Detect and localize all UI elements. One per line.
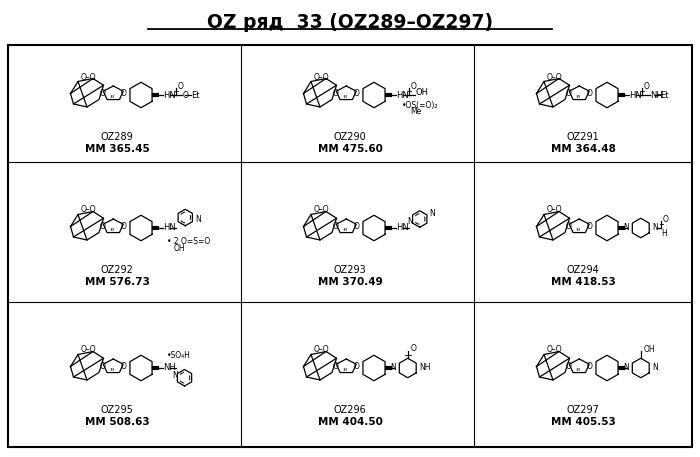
Text: O–O: O–O bbox=[80, 345, 97, 355]
Text: N: N bbox=[407, 217, 413, 226]
Text: O: O bbox=[566, 89, 572, 98]
Text: O: O bbox=[354, 362, 360, 371]
Text: ": " bbox=[108, 367, 113, 377]
Text: HN: HN bbox=[396, 90, 410, 100]
Text: O: O bbox=[332, 362, 339, 371]
Text: OH: OH bbox=[644, 345, 655, 354]
Text: O: O bbox=[587, 362, 593, 371]
Text: NH: NH bbox=[650, 90, 662, 100]
Text: O: O bbox=[587, 89, 593, 98]
Text: MM 405.53: MM 405.53 bbox=[551, 417, 615, 427]
Text: O–O: O–O bbox=[547, 73, 562, 81]
Text: MM 475.60: MM 475.60 bbox=[318, 144, 382, 154]
Text: NH: NH bbox=[419, 363, 431, 372]
Text: O: O bbox=[354, 89, 360, 98]
Text: N: N bbox=[623, 363, 629, 372]
Bar bbox=[8, 45, 692, 447]
Text: HN: HN bbox=[164, 90, 176, 100]
Text: OZ291: OZ291 bbox=[566, 132, 599, 142]
Text: OZ294: OZ294 bbox=[566, 265, 599, 275]
Text: O: O bbox=[100, 362, 106, 371]
Text: MM 365.45: MM 365.45 bbox=[85, 144, 149, 154]
Text: O: O bbox=[121, 362, 127, 371]
Text: O–O: O–O bbox=[314, 206, 329, 214]
Text: N: N bbox=[652, 223, 658, 233]
Text: ": " bbox=[108, 95, 113, 105]
Text: MM 370.49: MM 370.49 bbox=[318, 277, 382, 287]
Text: ": " bbox=[342, 367, 346, 377]
Text: • 2 O=S=O: • 2 O=S=O bbox=[167, 237, 211, 246]
Text: O: O bbox=[121, 222, 127, 231]
Text: NH: NH bbox=[164, 363, 176, 372]
Text: O: O bbox=[411, 82, 416, 91]
Text: N: N bbox=[623, 223, 629, 233]
Text: O–O: O–O bbox=[80, 73, 97, 81]
Text: ": " bbox=[342, 228, 346, 238]
Text: N: N bbox=[391, 363, 396, 372]
Text: MM 576.73: MM 576.73 bbox=[85, 277, 149, 287]
Text: •OS(=O)₂: •OS(=O)₂ bbox=[402, 101, 438, 110]
Text: N: N bbox=[172, 371, 178, 380]
Text: O: O bbox=[587, 222, 593, 231]
Text: MM 404.50: MM 404.50 bbox=[318, 417, 382, 427]
Text: HN: HN bbox=[396, 223, 410, 233]
Text: O: O bbox=[100, 222, 106, 231]
Text: O: O bbox=[332, 89, 339, 98]
Text: N: N bbox=[195, 215, 202, 224]
Text: Et: Et bbox=[191, 90, 200, 100]
Text: OZ292: OZ292 bbox=[101, 265, 134, 275]
Text: HN: HN bbox=[164, 223, 176, 233]
Text: OZ297: OZ297 bbox=[566, 405, 599, 415]
Text: OZ ряд  33 (OZ289–OZ297): OZ ряд 33 (OZ289–OZ297) bbox=[207, 12, 493, 32]
Text: ": " bbox=[575, 228, 580, 238]
Text: O: O bbox=[100, 89, 106, 98]
Text: HN: HN bbox=[629, 90, 643, 100]
Text: OZ293: OZ293 bbox=[334, 265, 366, 275]
Text: O–O: O–O bbox=[80, 206, 97, 214]
Text: ": " bbox=[108, 228, 113, 238]
Text: N: N bbox=[652, 363, 658, 372]
Text: O: O bbox=[182, 90, 188, 100]
Text: O: O bbox=[354, 222, 360, 231]
Text: ": " bbox=[575, 95, 580, 105]
Text: O–O: O–O bbox=[314, 73, 329, 81]
Text: OH: OH bbox=[174, 244, 186, 253]
Text: OZ290: OZ290 bbox=[334, 132, 366, 142]
Text: Et: Et bbox=[660, 90, 668, 100]
Text: O: O bbox=[566, 222, 572, 231]
Text: OH: OH bbox=[415, 88, 428, 97]
Text: O–O: O–O bbox=[314, 345, 329, 355]
Text: O: O bbox=[332, 222, 339, 231]
Text: OZ295: OZ295 bbox=[101, 405, 134, 415]
Text: ": " bbox=[575, 367, 580, 377]
Text: O: O bbox=[121, 89, 127, 98]
Text: O–O: O–O bbox=[547, 345, 562, 355]
Text: O: O bbox=[566, 362, 572, 371]
Text: MM 418.53: MM 418.53 bbox=[551, 277, 615, 287]
Text: O: O bbox=[411, 344, 416, 353]
Text: MM 508.63: MM 508.63 bbox=[85, 417, 149, 427]
Text: MM 364.48: MM 364.48 bbox=[551, 144, 615, 154]
Text: N: N bbox=[429, 208, 435, 218]
Text: O: O bbox=[662, 215, 668, 224]
Text: OZ296: OZ296 bbox=[334, 405, 366, 415]
Text: O–O: O–O bbox=[547, 206, 562, 214]
Text: OZ289: OZ289 bbox=[101, 132, 134, 142]
Text: O: O bbox=[178, 82, 183, 91]
Text: ": " bbox=[342, 95, 346, 105]
Text: H: H bbox=[662, 229, 668, 239]
Text: •SO₄H: •SO₄H bbox=[167, 351, 191, 361]
Text: O: O bbox=[644, 82, 650, 91]
Text: Me: Me bbox=[410, 107, 421, 116]
